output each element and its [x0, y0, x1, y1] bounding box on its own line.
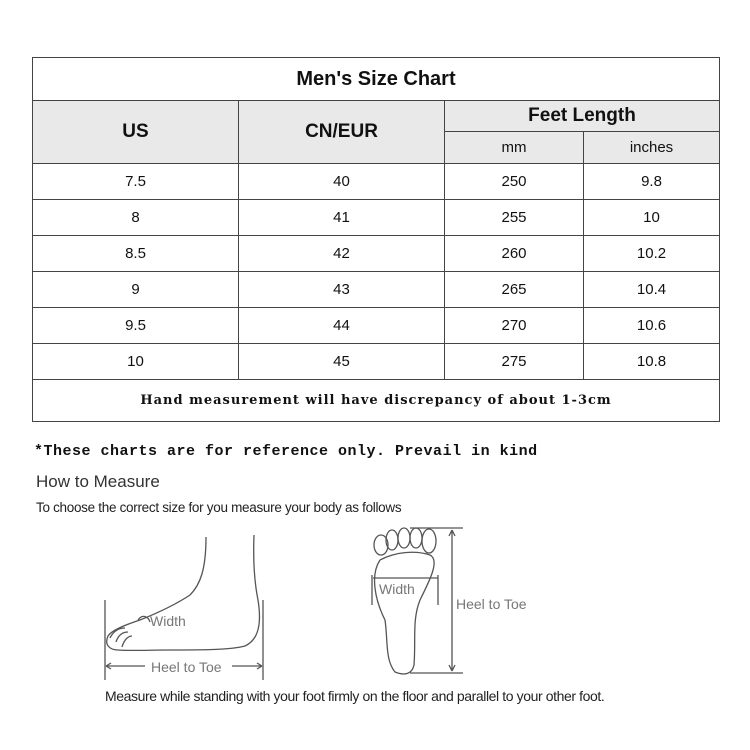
cell-inches: 10	[583, 199, 720, 236]
header-us: US	[32, 100, 239, 164]
cell-cn-eur: 40	[238, 163, 445, 200]
header-feet-length: Feet Length	[444, 100, 720, 132]
cell-cn-eur: 41	[238, 199, 445, 236]
header-inches: inches	[583, 131, 720, 164]
measure-instruction: Measure while standing with your foot fi…	[105, 688, 605, 704]
side-foot-illustration	[104, 534, 264, 680]
size-chart-table: Men's Size Chart US CN/EUR Feet Length m…	[32, 57, 720, 422]
table-row: 7.5 40 250 9.8	[32, 163, 720, 200]
reference-note: *These charts are for reference only. Pr…	[34, 443, 538, 460]
cell-cn-eur: 43	[238, 271, 445, 308]
cell-mm: 265	[444, 271, 584, 308]
table-footer-note: Hand measurement will have discrepancy o…	[32, 379, 720, 422]
cell-mm: 250	[444, 163, 584, 200]
cell-cn-eur: 44	[238, 307, 445, 344]
table-row: 9.5 44 270 10.6	[32, 307, 720, 344]
sole-heel-to-toe-label: Heel to Toe	[456, 596, 527, 612]
cell-inches: 10.4	[583, 271, 720, 308]
cell-inches: 10.2	[583, 235, 720, 272]
table-title: Men's Size Chart	[32, 57, 720, 101]
table-row: 9 43 265 10.4	[32, 271, 720, 308]
table-row: 8 41 255 10	[32, 199, 720, 236]
sole-width-label: Width	[379, 581, 415, 597]
cell-mm: 275	[444, 343, 584, 380]
header-cn-eur: CN/EUR	[238, 100, 445, 164]
header-mm: mm	[444, 131, 584, 164]
cell-us: 8.5	[32, 235, 239, 272]
sole-illustration	[371, 527, 463, 675]
cell-inches: 10.8	[583, 343, 720, 380]
side-heel-to-toe-label: Heel to Toe	[151, 659, 222, 675]
table-row: 8.5 42 260 10.2	[32, 235, 720, 272]
cell-mm: 260	[444, 235, 584, 272]
cell-us: 7.5	[32, 163, 239, 200]
side-width-label: Width	[150, 613, 186, 629]
cell-us: 8	[32, 199, 239, 236]
cell-inches: 9.8	[583, 163, 720, 200]
cell-mm: 270	[444, 307, 584, 344]
how-to-measure-subtitle: To choose the correct size for you measu…	[36, 500, 402, 515]
how-to-measure-title: How to Measure	[36, 472, 160, 491]
